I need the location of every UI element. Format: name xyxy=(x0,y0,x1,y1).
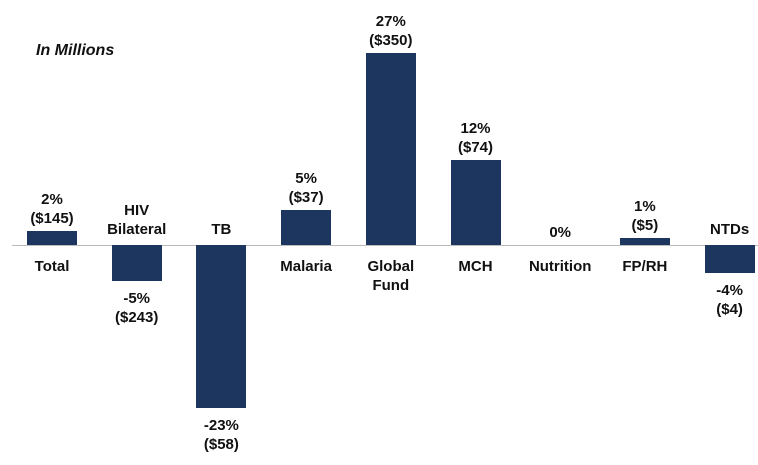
x-tick-label: FP/RH xyxy=(622,258,668,275)
x-tick-label: Total xyxy=(34,258,70,275)
x-tick-label: Nutrition xyxy=(528,258,592,275)
dollar-label: ($74) xyxy=(457,138,494,156)
bar xyxy=(365,53,416,245)
x-tick-label: MCH xyxy=(458,258,493,275)
bar-label: -4% ($4) xyxy=(688,281,758,319)
value-label: 5% xyxy=(295,169,317,187)
bar-label: 0% xyxy=(518,223,602,242)
baseline xyxy=(12,245,758,246)
value-label: -4% xyxy=(716,282,743,300)
dollar-label: ($350) xyxy=(369,32,413,50)
subtitle: In Millions xyxy=(36,42,115,59)
dollar-label: ($4) xyxy=(716,301,743,319)
dollar-label: ($37) xyxy=(288,188,324,206)
bar-label: -23% ($58) xyxy=(179,416,263,454)
bar-label: 5% ($37) xyxy=(264,169,348,207)
value-label: 12% xyxy=(460,119,491,137)
x-tick-label: HIV Bilateral xyxy=(107,202,167,238)
value-label: -5% xyxy=(123,289,151,307)
value-label: 27% xyxy=(375,13,406,31)
value-label: 1% xyxy=(634,197,656,215)
dollar-label: ($58) xyxy=(203,436,239,454)
dollar-label: ($145) xyxy=(30,209,74,227)
bar-label: 12% ($74) xyxy=(434,119,518,157)
x-tick-label: Malaria xyxy=(280,258,332,275)
x-tick-label: Global Fund xyxy=(367,258,415,294)
bar xyxy=(27,230,77,245)
bar-label: 27% ($350) xyxy=(349,12,433,50)
bar-label: -5% ($243) xyxy=(95,289,179,327)
bar xyxy=(704,245,755,274)
x-tick-label: NTDs xyxy=(710,221,750,238)
dollar-label: ($5) xyxy=(631,216,659,234)
bar xyxy=(619,237,670,245)
value-label: 0% xyxy=(549,224,572,241)
bar-label: 1% ($5) xyxy=(603,197,687,235)
value-label: -23% xyxy=(203,417,239,435)
x-tick-label: TB xyxy=(211,221,232,238)
dollar-label: ($243) xyxy=(115,308,159,326)
bar xyxy=(196,245,247,409)
bar xyxy=(281,209,332,245)
value-label: 2% xyxy=(41,190,63,208)
bar-label: 2% ($145) xyxy=(10,190,94,228)
bar xyxy=(450,159,501,245)
bar xyxy=(111,245,162,281)
